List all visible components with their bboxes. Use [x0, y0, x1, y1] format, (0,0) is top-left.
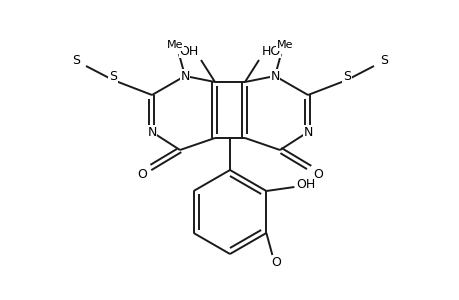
- Text: O: O: [313, 167, 322, 181]
- Text: S: S: [379, 53, 387, 67]
- Text: Me: Me: [276, 40, 293, 50]
- Text: N: N: [147, 125, 157, 139]
- Text: S: S: [72, 53, 80, 67]
- Text: O: O: [271, 256, 281, 269]
- Text: N: N: [270, 70, 279, 83]
- Text: S: S: [342, 70, 350, 83]
- Text: O: O: [137, 167, 146, 181]
- Text: N: N: [302, 125, 312, 139]
- Text: N: N: [180, 70, 189, 83]
- Text: S: S: [109, 70, 117, 83]
- Text: OH: OH: [296, 178, 315, 191]
- Text: HO: HO: [261, 44, 280, 58]
- Text: Me: Me: [166, 40, 183, 50]
- Text: OH: OH: [179, 44, 198, 58]
